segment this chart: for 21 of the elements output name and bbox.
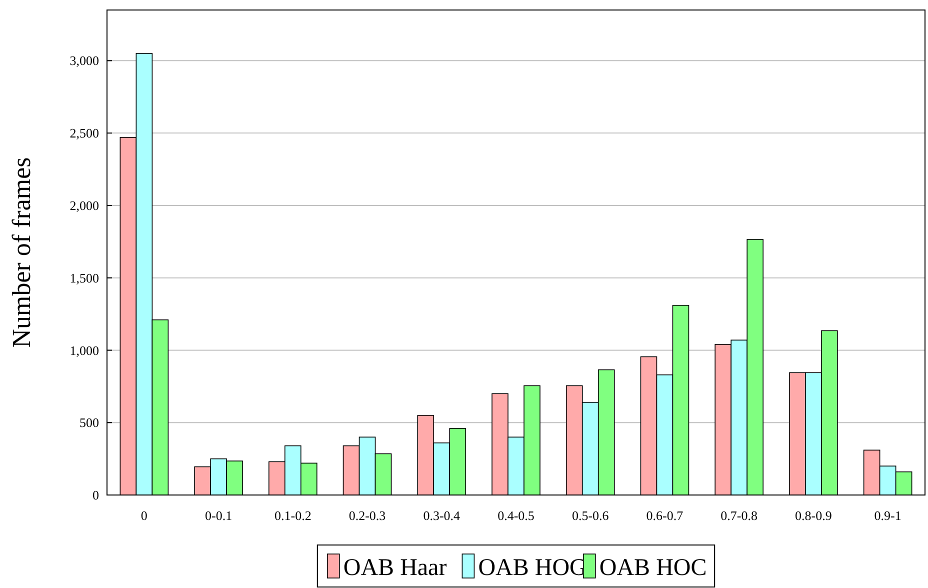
x-tick-label: 0.7-0.8 [720,508,758,523]
x-tick-label: 0.9-1 [874,508,902,523]
x-tick-label: 0.6-0.7 [646,508,684,523]
y-axis-title: Number of frames [7,157,36,348]
legend-label: OAB Haar [343,555,447,581]
x-tick-label: 0.5-0.6 [572,508,610,523]
legend-label: OAB HOC [599,555,707,581]
y-tick-label: 2,000 [70,198,99,213]
y-tick-label: 3,000 [70,53,99,68]
x-tick-label: 0-0.1 [205,508,232,523]
y-tick-label: 1,500 [70,270,99,286]
x-tick-label: 0 [140,508,148,523]
x-tick-label: 0.1-0.2 [274,508,312,523]
y-tick-label: 1,000 [70,342,99,358]
x-tick-label: 0.4-0.5 [498,508,534,523]
y-tick-label: 0 [92,488,99,503]
x-tick-label: 0.8-0.9 [795,508,832,523]
y-tick-label: 2,500 [70,126,99,141]
x-tick-label: 0.2-0.3 [348,508,386,523]
y-tick-label: 500 [80,415,99,430]
x-tick-label: 0.3-0.4 [423,508,461,523]
